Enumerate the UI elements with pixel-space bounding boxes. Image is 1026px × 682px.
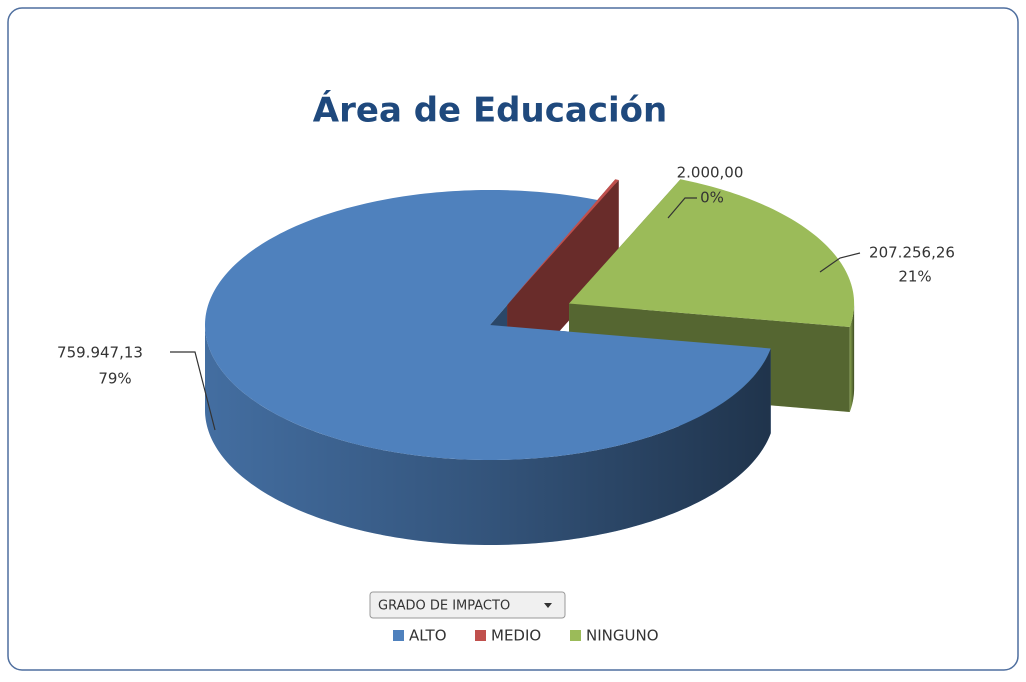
percent-label: 21% xyxy=(898,268,931,286)
percent-label: 0% xyxy=(700,189,724,207)
slice-shade xyxy=(849,303,855,412)
slice xyxy=(205,190,771,460)
legend-filter-button[interactable]: GRADO DE IMPACTO xyxy=(369,591,566,619)
legend-label: MEDIO xyxy=(491,627,541,645)
legend-swatch xyxy=(393,630,404,641)
legend-swatch xyxy=(570,630,581,641)
leader-line xyxy=(170,351,216,431)
legend-label: NINGUNO xyxy=(586,627,659,645)
chart-title: Área de Educación xyxy=(313,90,667,131)
slice xyxy=(569,179,855,327)
legend: ALTO MEDIO NINGUNO xyxy=(393,627,659,645)
data-labels: 759.947,13 79% 2.000,00 0% 207.256,26 21… xyxy=(57,164,955,431)
leader-line xyxy=(667,197,697,219)
button-frame[interactable] xyxy=(369,591,566,619)
legend-label: ALTO xyxy=(409,627,447,645)
value-label: 759.947,13 xyxy=(57,344,143,362)
slice xyxy=(507,179,619,305)
legend-title[interactable]: GRADO DE IMPACTO xyxy=(378,599,510,614)
value-label: 207.256,26 xyxy=(869,244,955,262)
slice-shade xyxy=(205,325,771,545)
dropdown-arrow[interactable] xyxy=(544,603,552,608)
legend-swatch xyxy=(475,630,486,641)
percent-label: 79% xyxy=(98,370,131,388)
pie xyxy=(205,179,855,545)
leader-line xyxy=(819,252,861,273)
value-label: 2.000,00 xyxy=(677,164,744,182)
